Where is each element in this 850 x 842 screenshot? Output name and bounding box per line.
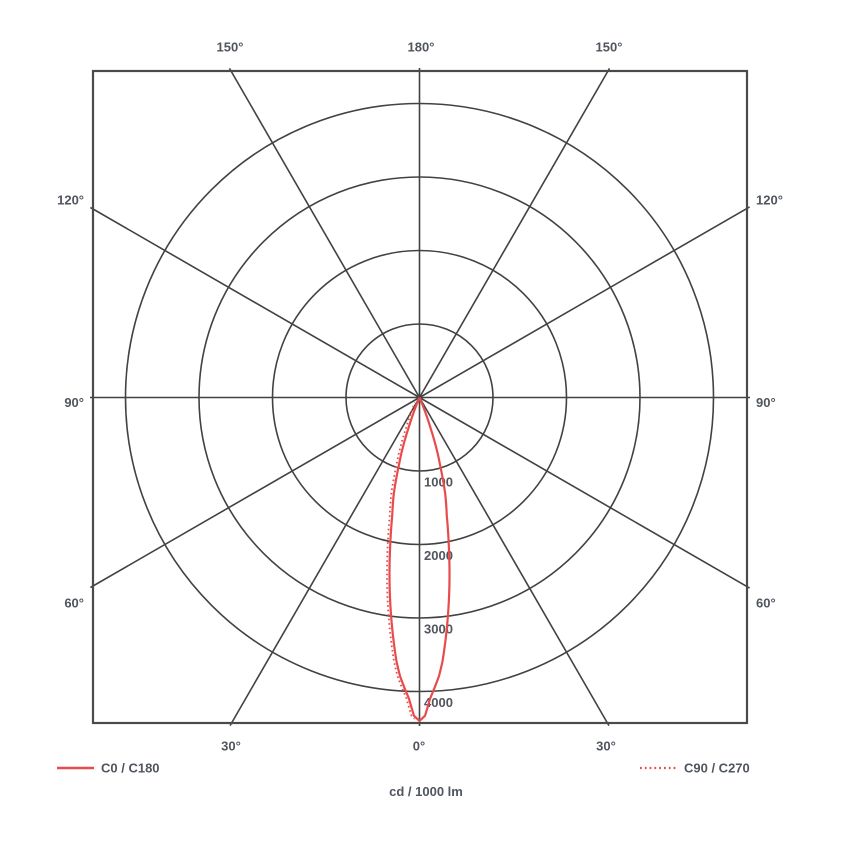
polar-ray [228, 68, 421, 398]
angle-tick-label: 30° [596, 739, 616, 754]
polar-ray [90, 396, 420, 589]
angle-tick-label: 60° [64, 596, 84, 611]
angle-tick-label: 90° [64, 395, 84, 410]
angle-tick-label: 30° [221, 739, 241, 754]
angle-tick-label: 90° [756, 395, 776, 410]
legend-c0-label: C0 / C180 [101, 761, 160, 776]
legend-c0: C0 / C180 [57, 761, 160, 776]
polar-ray [419, 206, 750, 399]
radial-tick-labels: 1000 2000 3000 4000 [424, 475, 453, 711]
angle-tick-label: 150° [217, 40, 244, 55]
radial-tick-label: 1000 [424, 475, 453, 490]
curve-c0-c180 [388, 397, 451, 722]
angle-tick-label: 60° [756, 596, 776, 611]
polar-ray [90, 206, 420, 399]
unit-axis-label: cd / 1000 lm [389, 784, 463, 799]
angle-tick-labels: 150° 180° 150° 120° 90° 60° 120° 90° 60° 30° 0° 30° [57, 40, 783, 754]
angle-tick-label: 0° [413, 739, 425, 754]
radial-tick-label: 2000 [424, 548, 453, 563]
polar-angle-rays [90, 68, 750, 726]
polar-ray [418, 397, 610, 726]
polar-ray [229, 397, 421, 726]
polar-ray [418, 68, 611, 398]
legend-c90: C90 / C270 [640, 761, 750, 776]
angle-tick-label: 180° [408, 40, 435, 55]
radial-tick-label: 3000 [424, 622, 453, 637]
angle-tick-label: 120° [57, 193, 84, 208]
angle-tick-label: 150° [596, 40, 623, 55]
polar-ray [419, 396, 750, 589]
radial-tick-label: 4000 [424, 695, 453, 710]
legend-c90-label: C90 / C270 [684, 761, 750, 776]
plot-border [91, 69, 749, 725]
angle-tick-label: 120° [756, 193, 783, 208]
